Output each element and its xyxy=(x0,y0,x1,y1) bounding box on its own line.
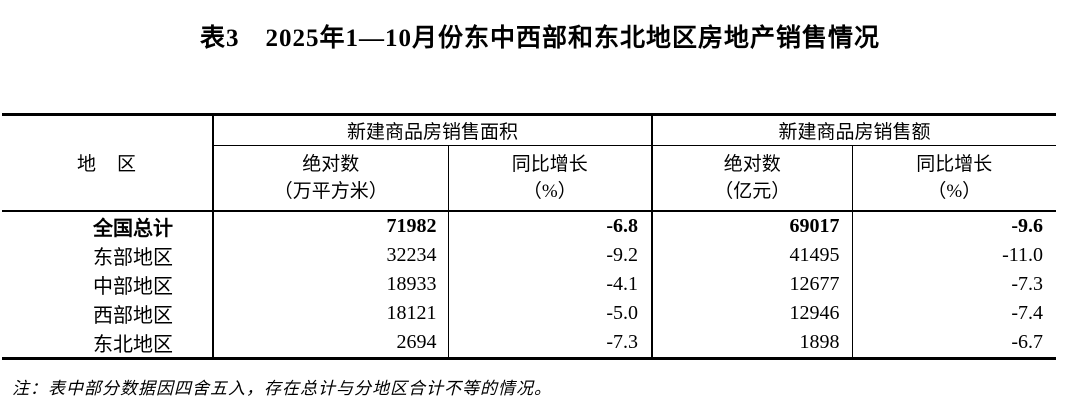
header-line1: 同比增长 xyxy=(916,153,993,175)
header-line2: （万平方米） xyxy=(273,180,388,202)
region-cell: 中部地区 xyxy=(2,269,214,299)
amount-growth-cell: -11.0 xyxy=(1002,243,1044,266)
table-row-central: 中部地区 18933 -4.1 12677 -7.3 xyxy=(2,269,1056,299)
area-growth-cell: -9.2 xyxy=(448,240,654,270)
amount-growth-cell: -7.4 xyxy=(1011,301,1044,324)
regional-real-estate-sales-table: 地 区 新建商品房销售面积 新建商品房销售额 绝对数 （万平方米） 同比增长 （… xyxy=(2,113,1057,360)
area-value-cell: 2694 xyxy=(213,327,449,358)
table-row-national-total: 全国总计 71982 -6.8 69017 -9.6 xyxy=(2,210,1056,241)
area-growth-cell: -5.0 xyxy=(448,298,654,328)
amount-absolute-header: 绝对数 （亿元） xyxy=(652,145,853,212)
area-growth-cell: -4.1 xyxy=(448,269,654,299)
amount-growth-header: 同比增长 （%） xyxy=(852,145,1057,212)
table-title: 表3 2025年1—10月份东中西部和东北地区房地产销售情况 xyxy=(0,18,1080,54)
header-line2: （亿元） xyxy=(714,180,791,202)
area-absolute-header: 绝对数 （万平方米） xyxy=(213,145,449,212)
header-line1: 同比增长 xyxy=(511,153,588,175)
amount-value-cell: 69017 xyxy=(652,210,853,241)
amount-growth-cell: -9.6 xyxy=(1011,214,1044,237)
footnote: 注：表中部分数据因四舍五入，存在总计与分地区合计不等的情况。 xyxy=(12,379,552,398)
table-row-west: 西部地区 18121 -5.0 12946 -7.4 xyxy=(2,298,1056,328)
table-row-northeast: 东北地区 2694 -7.3 1898 -6.7 xyxy=(2,327,1056,358)
header-line1: 绝对数 xyxy=(302,153,360,175)
amount-value-cell: 41495 xyxy=(652,240,853,270)
region-cell: 东北地区 xyxy=(2,327,214,358)
area-growth-cell: -6.8 xyxy=(448,210,654,241)
amount-value-cell: 1898 xyxy=(652,327,853,358)
table-row-east: 东部地区 32234 -9.2 41495 -11.0 xyxy=(2,240,1056,270)
region-cell: 全国总计 xyxy=(2,210,214,241)
header-line2: （%） xyxy=(522,180,577,202)
area-value-cell: 32234 xyxy=(213,240,449,270)
table-number: 表3 xyxy=(199,25,240,52)
region-cell: 东部地区 xyxy=(2,240,214,270)
amount-growth-cell: -7.3 xyxy=(1011,272,1044,295)
area-value-cell: 71982 xyxy=(213,210,449,241)
table-title-text: 2025年1—10月份东中西部和东北地区房地产销售情况 xyxy=(265,25,881,52)
header-line1: 绝对数 xyxy=(723,153,781,175)
amount-value-cell: 12946 xyxy=(652,298,853,328)
sales-area-group-header: 新建商品房销售面积 xyxy=(213,114,654,146)
header-line2: （%） xyxy=(927,180,982,202)
region-cell: 西部地区 xyxy=(2,298,214,328)
area-growth-header: 同比增长 （%） xyxy=(448,145,654,212)
region-column-header: 地 区 xyxy=(2,114,214,212)
area-value-cell: 18121 xyxy=(213,298,449,328)
amount-value-cell: 12677 xyxy=(652,269,853,299)
amount-growth-cell: -6.7 xyxy=(1011,330,1044,353)
sales-amount-group-header: 新建商品房销售额 xyxy=(652,114,1057,146)
area-value-cell: 18933 xyxy=(213,269,449,299)
area-growth-cell: -7.3 xyxy=(448,327,654,358)
